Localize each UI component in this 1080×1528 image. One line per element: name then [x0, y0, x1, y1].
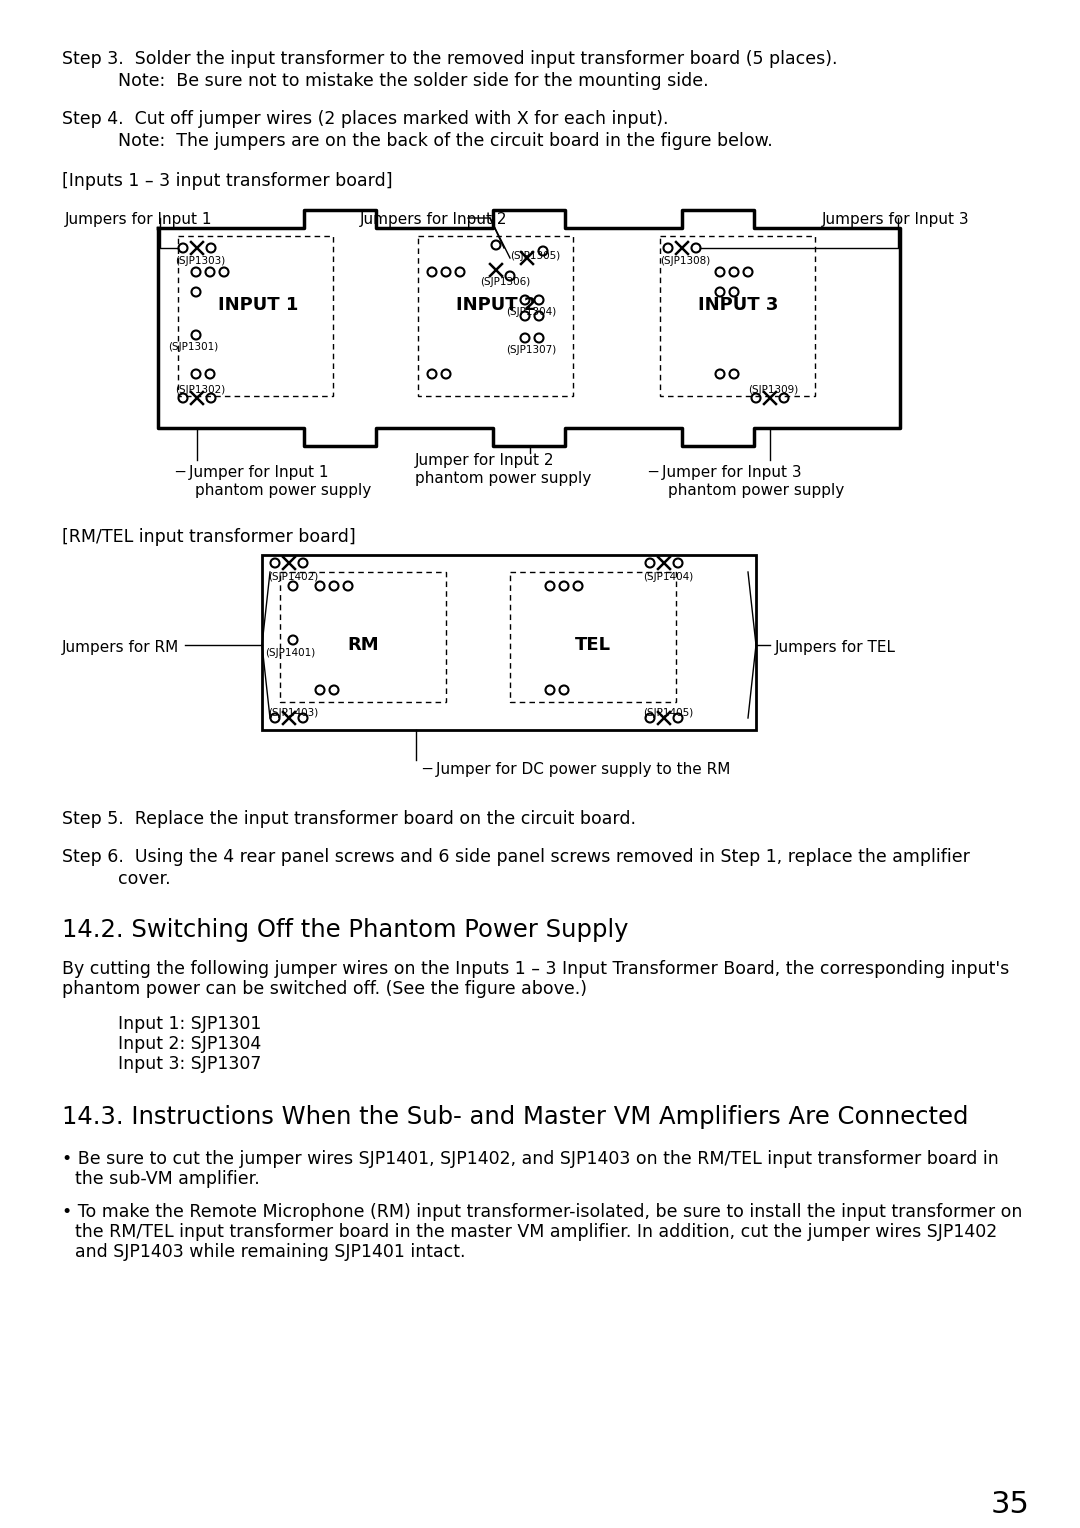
Text: (SJP1306): (SJP1306)	[480, 277, 530, 287]
Text: phantom power supply: phantom power supply	[415, 471, 591, 486]
Text: (SJP1302): (SJP1302)	[175, 385, 226, 396]
Text: Input 3: SJP1307: Input 3: SJP1307	[118, 1054, 261, 1073]
Text: Jumpers for Input 1: Jumpers for Input 1	[65, 212, 213, 228]
Text: Step 6.  Using the 4 rear panel screws and 6 side panel screws removed in Step 1: Step 6. Using the 4 rear panel screws an…	[62, 848, 970, 866]
Text: ─ Jumper for Input 3: ─ Jumper for Input 3	[648, 465, 801, 480]
Text: Jumpers for TEL: Jumpers for TEL	[775, 640, 896, 656]
Text: 35: 35	[990, 1490, 1029, 1519]
Text: ─ Jumper for DC power supply to the RM: ─ Jumper for DC power supply to the RM	[422, 762, 730, 778]
Text: (SJP1308): (SJP1308)	[660, 257, 711, 266]
Text: (SJP1309): (SJP1309)	[748, 385, 798, 396]
Text: Input 2: SJP1304: Input 2: SJP1304	[118, 1034, 261, 1053]
Text: INPUT 2: INPUT 2	[456, 296, 536, 313]
Text: 14.3. Instructions When the Sub- and Master VM Amplifiers Are Connected: 14.3. Instructions When the Sub- and Mas…	[62, 1105, 969, 1129]
Text: (SJP1401): (SJP1401)	[265, 648, 315, 659]
Text: Step 3.  Solder the input transformer to the removed input transformer board (5 : Step 3. Solder the input transformer to …	[62, 50, 837, 69]
Text: the RM/TEL input transformer board in the master VM amplifier. In addition, cut : the RM/TEL input transformer board in th…	[75, 1222, 997, 1241]
Bar	[418, 235, 573, 396]
Text: (SJP1301): (SJP1301)	[168, 342, 218, 351]
Text: Note:  Be sure not to mistake the solder side for the mounting side.: Note: Be sure not to mistake the solder …	[118, 72, 708, 90]
Text: INPUT 1: INPUT 1	[218, 296, 298, 313]
Text: 14.2. Switching Off the Phantom Power Supply: 14.2. Switching Off the Phantom Power Su…	[62, 918, 629, 941]
Text: (SJP1403): (SJP1403)	[268, 707, 319, 718]
Text: Jumpers for Input 3: Jumpers for Input 3	[822, 212, 970, 228]
Bar	[262, 555, 756, 730]
Text: phantom power can be switched off. (See the figure above.): phantom power can be switched off. (See …	[62, 979, 588, 998]
Text: phantom power supply: phantom power supply	[669, 483, 845, 498]
Text: Note:  The jumpers are on the back of the circuit board in the figure below.: Note: The jumpers are on the back of the…	[118, 131, 773, 150]
Text: RM: RM	[347, 636, 379, 654]
Bar	[510, 571, 676, 701]
Text: Jumpers for Input 2: Jumpers for Input 2	[360, 212, 508, 228]
Text: By cutting the following jumper wires on the Inputs 1 – 3 Input Transformer Boar: By cutting the following jumper wires on…	[62, 960, 1009, 978]
Bar	[178, 235, 333, 396]
Text: cover.: cover.	[118, 869, 171, 888]
Text: phantom power supply: phantom power supply	[195, 483, 372, 498]
Text: TEL: TEL	[575, 636, 611, 654]
Text: • To make the Remote Microphone (RM) input transformer-isolated, be sure to inst: • To make the Remote Microphone (RM) inp…	[62, 1203, 1023, 1221]
Text: (SJP1405): (SJP1405)	[643, 707, 693, 718]
Text: ─ Jumper for Input 1: ─ Jumper for Input 1	[175, 465, 328, 480]
Text: • Be sure to cut the jumper wires SJP1401, SJP1402, and SJP1403 on the RM/TEL in: • Be sure to cut the jumper wires SJP140…	[62, 1151, 999, 1167]
Text: Step 5.  Replace the input transformer board on the circuit board.: Step 5. Replace the input transformer bo…	[62, 810, 636, 828]
Text: Step 4.  Cut off jumper wires (2 places marked with X for each input).: Step 4. Cut off jumper wires (2 places m…	[62, 110, 669, 128]
Text: Input 1: SJP1301: Input 1: SJP1301	[118, 1015, 261, 1033]
Text: (SJP1404): (SJP1404)	[643, 571, 693, 582]
Text: Jumpers for RM: Jumpers for RM	[62, 640, 179, 656]
Bar	[280, 571, 446, 701]
Text: INPUT 3: INPUT 3	[698, 296, 779, 313]
Text: (SJP1402): (SJP1402)	[268, 571, 319, 582]
Text: [Inputs 1 – 3 input transformer board]: [Inputs 1 – 3 input transformer board]	[62, 173, 393, 189]
Text: (SJP1305): (SJP1305)	[510, 251, 561, 261]
Text: (SJP1307): (SJP1307)	[507, 345, 556, 354]
Text: (SJP1303): (SJP1303)	[175, 257, 226, 266]
Bar	[660, 235, 815, 396]
Text: and SJP1403 while remaining SJP1401 intact.: and SJP1403 while remaining SJP1401 inta…	[75, 1242, 465, 1261]
Text: the sub-VM amplifier.: the sub-VM amplifier.	[75, 1170, 260, 1187]
Text: Jumper for Input 2: Jumper for Input 2	[415, 452, 554, 468]
Text: (SJP1304): (SJP1304)	[507, 307, 556, 316]
Text: [RM/TEL input transformer board]: [RM/TEL input transformer board]	[62, 529, 355, 545]
